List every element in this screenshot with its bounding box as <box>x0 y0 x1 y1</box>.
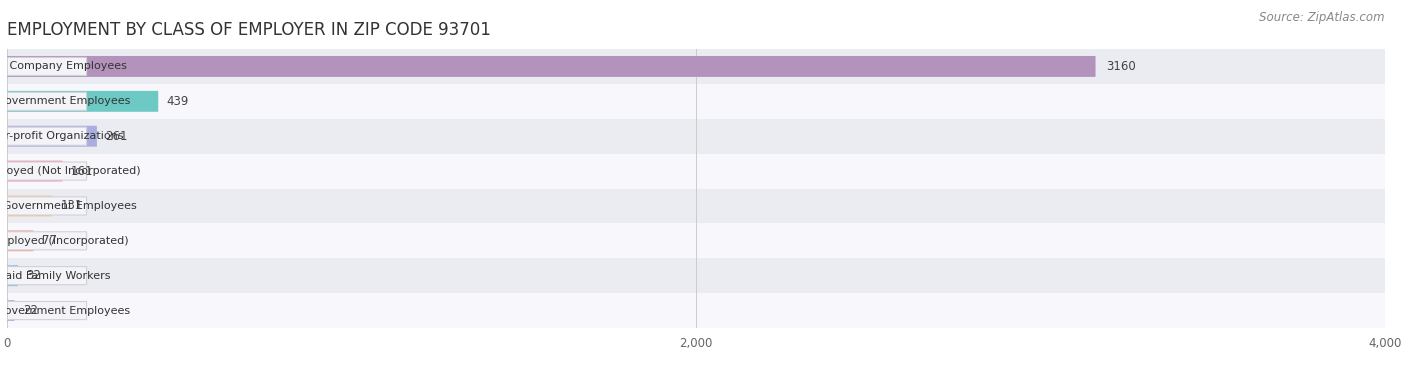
FancyBboxPatch shape <box>7 302 87 320</box>
Bar <box>7 258 1385 293</box>
FancyBboxPatch shape <box>7 126 97 147</box>
Text: Self-Employed (Incorporated): Self-Employed (Incorporated) <box>0 236 129 246</box>
Bar <box>7 188 1385 223</box>
Bar <box>7 49 1385 84</box>
FancyBboxPatch shape <box>7 232 87 250</box>
FancyBboxPatch shape <box>7 127 87 145</box>
Text: 3160: 3160 <box>1107 60 1136 73</box>
FancyBboxPatch shape <box>7 267 87 285</box>
Text: Self-Employed (Not Incorporated): Self-Employed (Not Incorporated) <box>0 166 141 176</box>
Text: Source: ZipAtlas.com: Source: ZipAtlas.com <box>1260 11 1385 24</box>
Text: 439: 439 <box>167 95 190 108</box>
FancyBboxPatch shape <box>7 162 87 180</box>
Text: 22: 22 <box>24 304 38 317</box>
Text: 131: 131 <box>60 199 83 212</box>
Bar <box>7 223 1385 258</box>
Bar <box>7 84 1385 119</box>
Text: 32: 32 <box>27 269 42 282</box>
Bar <box>7 293 1385 328</box>
FancyBboxPatch shape <box>7 195 52 216</box>
FancyBboxPatch shape <box>7 300 14 321</box>
Text: 161: 161 <box>72 165 94 178</box>
Text: Local Government Employees: Local Government Employees <box>0 96 131 106</box>
Text: EMPLOYMENT BY CLASS OF EMPLOYER IN ZIP CODE 93701: EMPLOYMENT BY CLASS OF EMPLOYER IN ZIP C… <box>7 21 491 39</box>
Bar <box>7 119 1385 154</box>
FancyBboxPatch shape <box>7 91 159 112</box>
FancyBboxPatch shape <box>7 161 62 181</box>
Text: State Government Employees: State Government Employees <box>0 305 131 316</box>
Bar <box>7 154 1385 188</box>
Text: Unpaid Family Workers: Unpaid Family Workers <box>0 271 111 281</box>
Text: 261: 261 <box>105 130 128 143</box>
FancyBboxPatch shape <box>7 92 87 110</box>
FancyBboxPatch shape <box>7 197 87 215</box>
Text: Private Company Employees: Private Company Employees <box>0 61 127 72</box>
FancyBboxPatch shape <box>7 230 34 251</box>
Text: Federal Government Employees: Federal Government Employees <box>0 201 136 211</box>
FancyBboxPatch shape <box>7 56 1095 77</box>
FancyBboxPatch shape <box>7 265 18 286</box>
FancyBboxPatch shape <box>7 57 87 75</box>
Text: 77: 77 <box>42 234 58 247</box>
Text: Not-for-profit Organizations: Not-for-profit Organizations <box>0 131 124 141</box>
